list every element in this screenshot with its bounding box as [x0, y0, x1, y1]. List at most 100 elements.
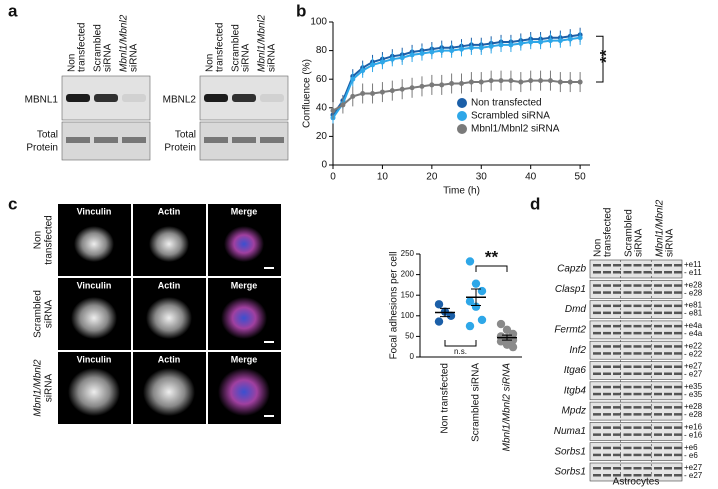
- band: [674, 352, 682, 355]
- marker: [429, 82, 435, 88]
- band: [633, 372, 642, 375]
- protein-label: MBNL2: [163, 95, 197, 106]
- marker: [439, 82, 445, 88]
- dot: [496, 319, 506, 329]
- footer-label: Astrocytes: [613, 477, 660, 488]
- band: [603, 271, 611, 274]
- band: [593, 284, 601, 287]
- band: [654, 433, 662, 436]
- marker: [340, 102, 346, 108]
- gene-label: Clasp1: [555, 284, 586, 295]
- band: [613, 467, 621, 470]
- band: [623, 385, 632, 389]
- band: [593, 467, 601, 470]
- marker: [468, 79, 474, 85]
- marker: [518, 79, 524, 85]
- column-header: siRNA: [241, 43, 252, 72]
- x-tick-label: 20: [426, 172, 438, 183]
- stain-label: Merge: [231, 354, 258, 364]
- stain-label: Vinculin: [77, 280, 112, 290]
- band: [623, 352, 632, 355]
- band: [664, 311, 672, 315]
- band: [232, 137, 256, 143]
- band: [603, 433, 611, 436]
- column-header: siRNA: [267, 43, 278, 72]
- gel: [589, 340, 683, 360]
- band: [623, 311, 632, 315]
- band: [633, 385, 642, 389]
- band: [603, 474, 611, 477]
- band: [232, 94, 256, 102]
- band: [613, 324, 621, 328]
- band: [633, 406, 642, 409]
- marker: [409, 85, 415, 91]
- band: [613, 474, 621, 477]
- ns-label: n.s.: [454, 347, 467, 356]
- exon-label: +e81: [684, 301, 703, 310]
- x-tick-label: Non transfected: [440, 363, 451, 434]
- y-tick-label: 0: [321, 160, 327, 171]
- exon-label: - e6: [684, 451, 698, 460]
- dot: [434, 317, 444, 326]
- band: [122, 137, 146, 143]
- x-tick-label: 40: [525, 172, 537, 183]
- band: [633, 446, 642, 450]
- marker: [547, 38, 553, 44]
- gene-label: Capzb: [557, 264, 586, 275]
- column-header: Mbnl1/Mbnl2: [257, 14, 268, 72]
- panel-label: a: [8, 1, 18, 20]
- band: [623, 474, 632, 477]
- marker: [360, 91, 366, 96]
- band: [664, 345, 672, 348]
- band: [654, 406, 662, 409]
- marker: [557, 38, 563, 44]
- y-axis-label: Focal adhesions per cell: [389, 252, 400, 360]
- x-tick-label: Scrambled siRNA: [471, 363, 482, 442]
- marker: [370, 62, 376, 68]
- band: [633, 345, 642, 348]
- band: [654, 324, 662, 328]
- band: [593, 311, 601, 315]
- band: [664, 413, 672, 416]
- gene-label: Itga6: [564, 365, 587, 376]
- band: [623, 365, 632, 368]
- band: [654, 352, 662, 355]
- exon-label: +e4a: [684, 321, 703, 330]
- band: [593, 352, 601, 355]
- band: [623, 291, 632, 294]
- dot: [471, 279, 481, 288]
- band: [654, 413, 662, 416]
- band: [654, 304, 662, 308]
- band: [623, 324, 632, 328]
- marker: [389, 88, 395, 94]
- cell: [224, 226, 264, 262]
- band: [66, 94, 90, 102]
- band: [654, 474, 662, 477]
- band: [654, 271, 662, 274]
- band: [674, 291, 682, 294]
- band: [674, 474, 682, 477]
- band: [674, 324, 682, 328]
- dot: [477, 286, 487, 296]
- gel: [589, 300, 683, 319]
- band: [593, 372, 601, 375]
- band: [633, 453, 642, 457]
- band: [664, 426, 672, 429]
- loading-label: Protein: [164, 143, 196, 154]
- band: [94, 94, 118, 102]
- marker: [488, 78, 494, 84]
- band: [674, 467, 682, 470]
- band: [654, 446, 662, 450]
- y-tick-label: 40: [316, 102, 328, 113]
- band: [654, 392, 662, 396]
- dot: [465, 257, 475, 266]
- band: [643, 284, 652, 287]
- sem-bar: [502, 334, 512, 341]
- marker: [468, 45, 474, 51]
- band: [603, 331, 611, 335]
- band: [654, 311, 662, 315]
- gene-label: Numa1: [554, 426, 586, 437]
- band: [664, 446, 672, 450]
- band: [664, 304, 672, 308]
